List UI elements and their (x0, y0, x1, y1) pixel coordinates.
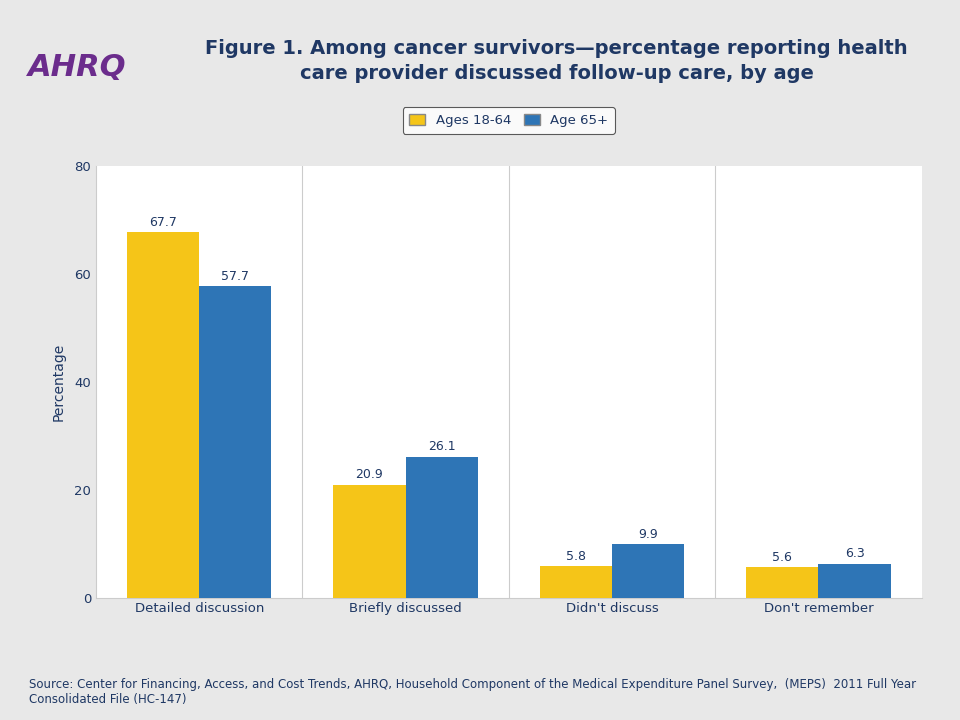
Bar (612, 544, 684, 598)
Bar (200, 286, 272, 598)
Text: AHRQ: AHRQ (28, 53, 126, 82)
Text: 6.3: 6.3 (845, 547, 864, 560)
Text: 20.9: 20.9 (355, 469, 383, 482)
Bar (540, 566, 612, 598)
Bar (333, 485, 405, 598)
Text: 26.1: 26.1 (428, 441, 456, 454)
Text: 5.8: 5.8 (565, 550, 586, 563)
Text: Source: Center for Financing, Access, and Cost Trends, AHRQ, Household Component: Source: Center for Financing, Access, an… (29, 678, 916, 706)
Bar (746, 567, 818, 598)
Bar (405, 456, 478, 598)
Y-axis label: Percentage: Percentage (52, 343, 66, 420)
Text: 5.6: 5.6 (773, 551, 792, 564)
Text: 67.7: 67.7 (149, 216, 177, 229)
Text: 57.7: 57.7 (222, 270, 250, 283)
Text: 9.9: 9.9 (638, 528, 658, 541)
Bar (127, 232, 200, 598)
Text: Figure 1. Among cancer survivors—percentage reporting health
care provider discu: Figure 1. Among cancer survivors—percent… (205, 39, 908, 84)
Legend: Ages 18-64, Age 65+: Ages 18-64, Age 65+ (402, 107, 615, 134)
Bar (818, 564, 891, 598)
